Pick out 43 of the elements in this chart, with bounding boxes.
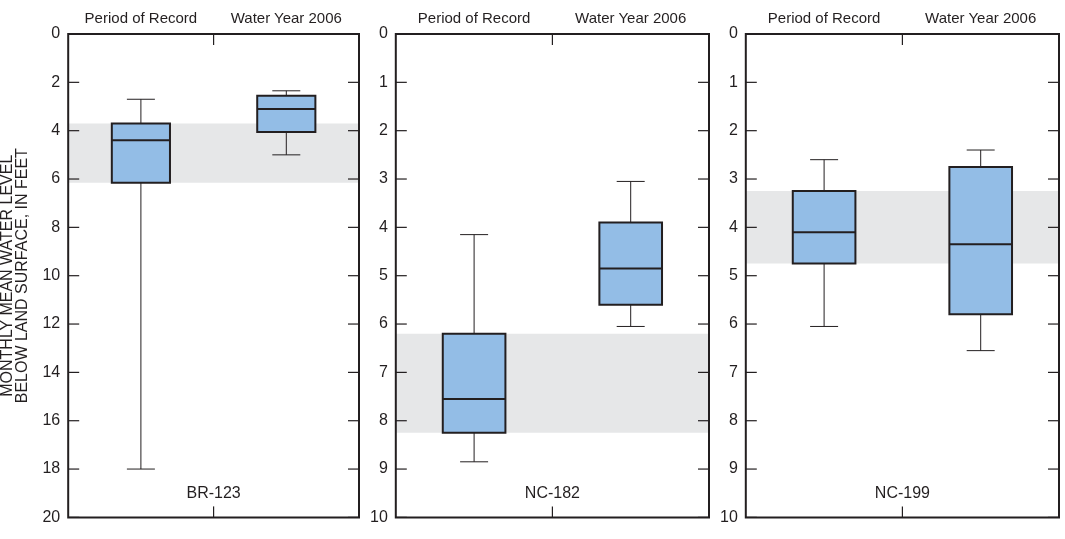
y-tick-label: 1 — [728, 72, 738, 90]
y-tick-label: 10 — [42, 266, 61, 284]
y-tick-label: 4 — [51, 121, 61, 139]
y-tick-label: 8 — [51, 217, 61, 235]
y-tick-label: 2 — [51, 72, 61, 90]
x-tick-label: Period of Record — [84, 9, 198, 27]
y-tick-label: 0 — [378, 24, 388, 42]
y-tick-label: 6 — [51, 169, 61, 187]
y-tick-label: 5 — [378, 266, 388, 284]
annotation: NC-182 — [524, 483, 581, 501]
y-tick-label: 10 — [370, 507, 388, 525]
y-tick-label: 6 — [728, 314, 738, 332]
y-tick-label: 1 — [378, 72, 388, 90]
y-tick-label: 8 — [378, 411, 388, 429]
y-tick-label: 2 — [378, 121, 388, 139]
y-tick-label: 8 — [728, 411, 738, 429]
y-tick-label: 18 — [42, 459, 61, 477]
y-tick-label: 6 — [378, 314, 388, 332]
y-tick-label: 12 — [42, 314, 61, 332]
y-tick-label: 14 — [42, 362, 61, 380]
y-tick-label: 2 — [728, 121, 738, 139]
x-tick-label: Water Year 2006 — [230, 9, 342, 27]
x-tick-label: Period of Record — [767, 9, 881, 27]
y-axis-title: MONTHLY MEAN WATER LEVEL BELOW LAND SURFACE, IN FEET — [0, 147, 31, 404]
y-tick-label: 7 — [378, 362, 388, 380]
x-tick-label: Water Year 2006 — [925, 9, 1037, 27]
y-tick-label: 0 — [51, 24, 61, 42]
y-tick-label: 9 — [378, 459, 388, 477]
y-tick-label: 3 — [728, 169, 738, 187]
y-tick-label: 5 — [728, 266, 738, 284]
y-tick-label: 7 — [728, 362, 738, 380]
y-tick-label: 20 — [42, 507, 61, 525]
y-tick-label: 0 — [728, 24, 738, 42]
y-tick-label: 3 — [378, 169, 388, 187]
annotation: NC-199 — [874, 483, 931, 501]
x-tick-label: Period of Record — [417, 9, 531, 27]
y-tick-label: 10 — [720, 507, 738, 525]
y-tick-label: 9 — [728, 459, 738, 477]
y-tick-label: 4 — [378, 217, 388, 235]
y-tick-label: 4 — [728, 217, 738, 235]
annotation: BR-123 — [186, 483, 241, 501]
y-tick-label: 16 — [42, 411, 61, 429]
x-tick-label: Water Year 2006 — [575, 9, 687, 27]
